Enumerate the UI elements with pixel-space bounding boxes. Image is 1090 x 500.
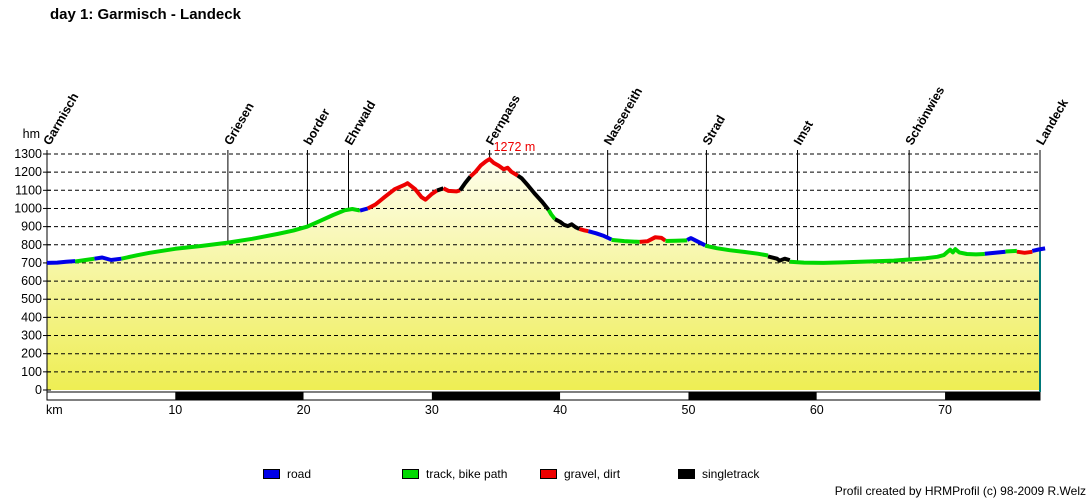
y-tick-label-600: 600: [21, 274, 42, 288]
elevation-area-fill: [47, 159, 1040, 390]
profile-segment-track-11: [546, 208, 557, 221]
profile-segment-gravel-5: [366, 181, 439, 211]
scalebar-segment-7: [945, 392, 1040, 400]
profile-segment-gravel-16: [639, 235, 667, 244]
profile-segment-road-18: [686, 236, 707, 248]
legend-item-singletrack: singletrack: [678, 467, 759, 481]
road-color-swatch: [263, 469, 280, 479]
gravel-color-swatch: [540, 469, 557, 479]
profile-segment-singletrack-12: [554, 217, 581, 231]
credit-text: Profil created by HRMProfil (c) 98-2009 …: [834, 484, 1086, 498]
x-tick-label-20: 20: [297, 403, 311, 417]
y-tick-label-900: 900: [21, 220, 42, 234]
legend-label: singletrack: [702, 467, 760, 481]
profile-segment-road-4: [359, 206, 369, 213]
peak-annotation: 1272 m: [494, 140, 536, 154]
profile-segment-track-15: [611, 237, 640, 244]
x-tick-label-40: 40: [553, 403, 567, 417]
y-tick-label-800: 800: [21, 238, 42, 252]
x-tick-label-60: 60: [810, 403, 824, 417]
waypoint-label-Griesen: Griesen: [221, 100, 256, 147]
waypoint-label-Landeck: Landeck: [1033, 97, 1071, 148]
y-tick-label-1100: 1100: [15, 183, 42, 197]
profile-segment-gravel-7: [442, 186, 461, 194]
profile-segment-track-17: [665, 238, 688, 243]
x-axis-title: km: [46, 403, 63, 417]
waypoint-label-Ehrwald: Ehrwald: [342, 98, 378, 147]
y-tick-label-400: 400: [21, 310, 42, 324]
page-title: day 1: Garmisch - Landeck: [50, 6, 241, 23]
profile-segment-road-25: [1031, 246, 1046, 253]
y-tick-label-300: 300: [21, 329, 42, 343]
y-tick-label-1000: 1000: [14, 201, 42, 215]
profile-segment-track-19: [704, 243, 769, 258]
waypoint-label-Nassereith: Nassereith: [601, 85, 645, 147]
profile-segment-singletrack-8: [458, 175, 472, 192]
scalebar-segment-4: [560, 392, 689, 400]
waypoint-label-Garmisch: Garmisch: [40, 91, 81, 148]
scalebar-segment-5: [688, 392, 817, 400]
profile-segment-road-0: [46, 259, 76, 265]
profile-segment-singletrack-20: [767, 254, 791, 263]
x-tick-label-10: 10: [168, 403, 182, 417]
waypoint-label-border: border: [301, 106, 333, 147]
profile-segment-gravel-13: [578, 227, 589, 234]
scalebar-segment-3: [431, 392, 561, 400]
y-tick-label-500: 500: [21, 292, 42, 306]
waypoint-label-Schönwies: Schönwies: [903, 84, 948, 148]
profile-segment-gravel-9: [469, 157, 519, 178]
legend-label: track, bike path: [426, 467, 508, 481]
waypoint-label-Strad: Strad: [700, 113, 728, 148]
profile-segment-road-22: [984, 249, 1006, 256]
legend-label: road: [287, 467, 312, 481]
scalebar-segment-0: [47, 392, 176, 400]
profile-segment-gravel-24: [1016, 249, 1033, 255]
y-tick-label-1200: 1200: [14, 165, 42, 179]
x-tick-label-50: 50: [682, 403, 696, 417]
singletrack-color-swatch: [678, 469, 695, 479]
track-color-swatch: [402, 469, 419, 479]
profile-segment-singletrack-10: [516, 173, 551, 212]
waypoint-label-Imst: Imst: [791, 118, 816, 148]
scalebar-segment-1: [175, 392, 304, 400]
legend-label: gravel, dirt: [564, 467, 621, 481]
profile-segment-track-3: [120, 207, 361, 261]
profile-segment-track-1: [74, 256, 95, 264]
x-tick-label-30: 30: [425, 403, 439, 417]
y-tick-label-100: 100: [21, 365, 42, 379]
scalebar-segment-6: [816, 392, 946, 400]
legend-item-road: road: [263, 467, 311, 481]
scalebar-border: [46, 391, 1041, 401]
scalebar-segment-2: [303, 392, 432, 400]
y-tick-label-0: 0: [35, 383, 42, 397]
y-axis-title: hm: [23, 127, 40, 141]
y-tick-label-1300: 1300: [14, 147, 42, 161]
profile-segment-road-2: [94, 255, 122, 262]
y-tick-label-200: 200: [21, 347, 42, 361]
x-tick-label-70: 70: [938, 403, 952, 417]
profile-segment-track-21: [789, 247, 985, 265]
y-tick-label-700: 700: [21, 256, 42, 270]
legend-item-track: track, bike path: [402, 467, 507, 481]
profile-segment-singletrack-6: [436, 186, 445, 193]
profile-segment-road-14: [587, 229, 613, 242]
profile-segment-track-23: [1005, 248, 1018, 254]
legend-item-gravel: gravel, dirt: [540, 467, 620, 481]
